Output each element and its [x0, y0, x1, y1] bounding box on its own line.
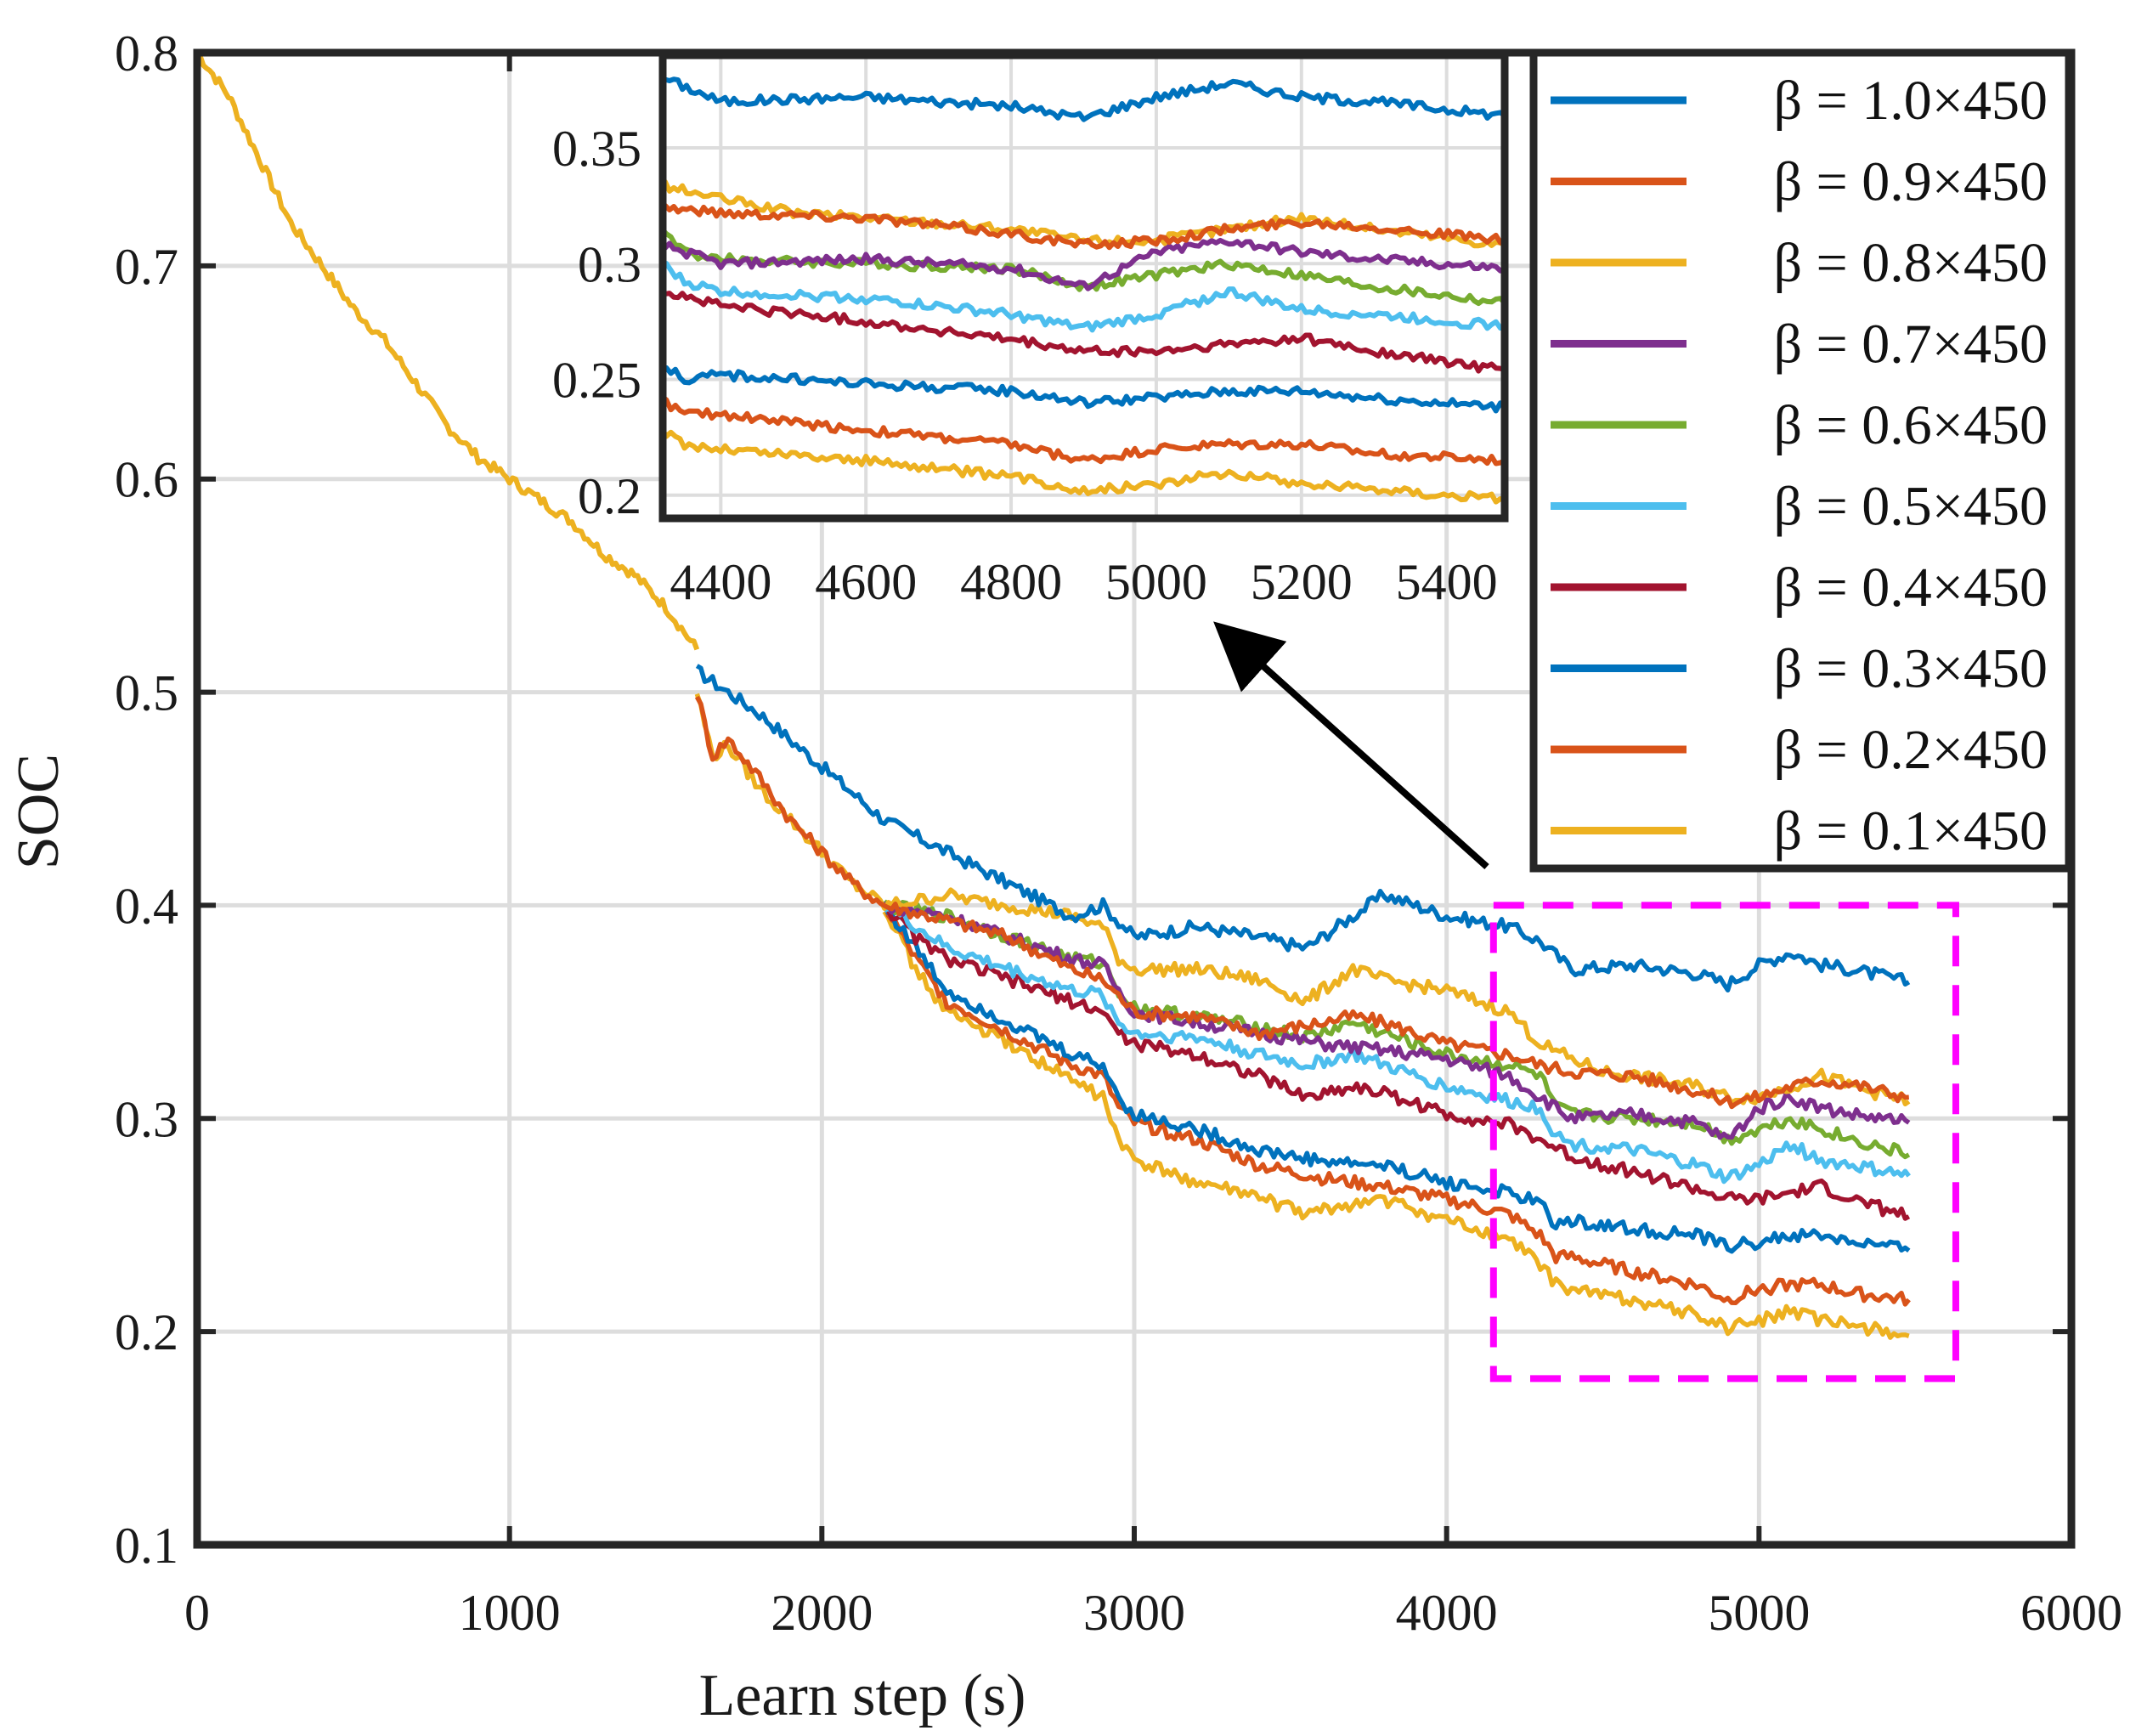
series-line-inset	[663, 290, 1505, 374]
common-early-trace	[197, 53, 700, 651]
series-line-main	[882, 910, 1910, 1340]
x-axis-label: Learn step (s)	[699, 1663, 1026, 1728]
inset-x-tick-label: 5000	[1105, 554, 1207, 610]
legend-entry-label: β = 0.6×450	[1773, 394, 2048, 456]
series-line-main	[884, 900, 1911, 1140]
y-tick-label: 0.2	[115, 1304, 178, 1360]
series-line-inset	[663, 394, 1505, 467]
main-tick-labels: 0 1000 2000 3000 4000 5000 6000 0.1 0.2 0.3 0.4 0.5…	[115, 25, 2122, 1641]
x-tick-label: 0	[184, 1585, 210, 1641]
y-tick-label: 0.7	[115, 239, 178, 295]
legend-entry-label: β = 0.5×450	[1773, 476, 2048, 538]
inset-x-tick-label: 4600	[815, 554, 917, 610]
inset-x-tick-label: 5400	[1396, 554, 1498, 610]
inset-y-tick-label: 0.35	[552, 121, 641, 177]
zoom-region-box	[1489, 902, 1959, 1383]
y-tick-label: 0.1	[115, 1518, 178, 1574]
series-line-inset	[663, 203, 1505, 251]
series-line-inset	[663, 261, 1505, 333]
inset-x-tick-label: 4800	[960, 554, 1062, 610]
series-line-main	[882, 901, 1911, 1307]
y-tick-label: 0.6	[115, 452, 178, 508]
inset-tick-labels: 4400 4600 4800 5000 5200 5400 0.2 0.25 0.3 0.35	[552, 121, 1498, 610]
legend-entry-label: β = 0.7×450	[1773, 314, 2048, 376]
legend-entry-label: β = 0.2×450	[1773, 719, 2048, 781]
inset-y-tick-label: 0.25	[552, 353, 641, 409]
inset-series-group	[663, 75, 1505, 505]
x-tick-label: 4000	[1396, 1585, 1498, 1641]
series-line-main	[882, 903, 1911, 1254]
inset-x-tick-label: 5200	[1251, 554, 1353, 610]
inset-y-tick-label: 0.2	[578, 468, 641, 524]
series-line-main	[883, 906, 1911, 1185]
legend-entry-label: β = 0.1×450	[1773, 800, 2048, 862]
inset-axes-frame	[658, 51, 1509, 523]
legend-entry-label: β = 0.3×450	[1773, 638, 2048, 700]
legend-box	[1529, 48, 2073, 873]
series-line-inset	[663, 425, 1505, 505]
inset-y-tick-label: 0.3	[578, 236, 641, 292]
legend: β = 1.0×450 β = 0.9×450 β = 0.8×450 β = 0.7…	[1551, 70, 2048, 862]
series-line-main	[883, 906, 1911, 1221]
y-tick-label: 0.5	[115, 665, 178, 721]
y-tick-label: 0.4	[115, 878, 178, 934]
legend-entry-label: β = 1.0×450	[1773, 70, 2048, 132]
series-line-main	[694, 695, 1909, 1110]
series-line-inset	[663, 365, 1505, 414]
y-axis-label: SOC	[6, 754, 71, 869]
inset-x-tick-label: 4400	[670, 554, 771, 610]
x-tick-label: 5000	[1708, 1585, 1810, 1641]
x-tick-label: 3000	[1083, 1585, 1185, 1641]
x-tick-label: 2000	[771, 1585, 873, 1641]
series-line-inset	[663, 75, 1505, 122]
legend-entry-label: β = 0.9×450	[1773, 151, 2048, 213]
series-line-main	[695, 664, 1911, 992]
x-tick-label: 1000	[459, 1585, 561, 1641]
legend-entry-label: β = 0.8×450	[1773, 232, 2048, 294]
y-tick-label: 0.3	[115, 1091, 178, 1147]
y-tick-label: 0.8	[115, 25, 178, 82]
x-tick-label: 6000	[2020, 1585, 2122, 1641]
main-series-group	[197, 53, 1911, 1340]
series-line-inset	[663, 237, 1505, 291]
zoom-arrow	[1213, 621, 1489, 869]
legend-entry-label: β = 0.4×450	[1773, 557, 2048, 619]
